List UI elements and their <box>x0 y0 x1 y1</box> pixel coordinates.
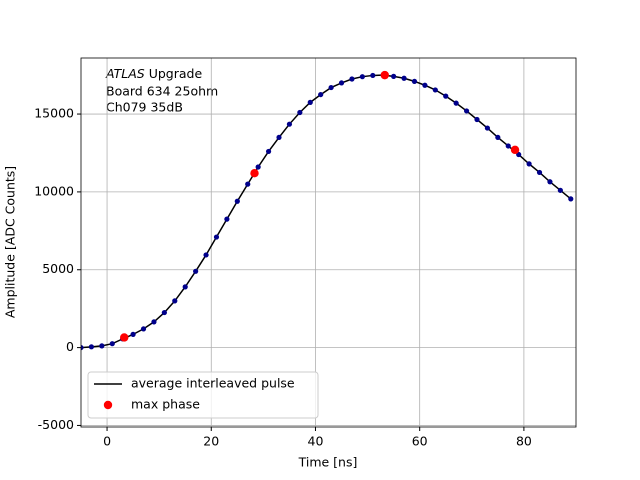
legend-label: average interleaved pulse <box>131 376 295 391</box>
x-axis-label: Time [ns] <box>298 455 358 470</box>
x-tick-label: 80 <box>516 434 532 449</box>
pulse-point <box>224 216 230 222</box>
annotation: ATLAS Upgrade <box>105 66 202 81</box>
annotation-italic: ATLAS <box>105 66 145 81</box>
pulse-point <box>88 344 95 350</box>
pulse-point <box>182 284 188 290</box>
pulse-point <box>286 121 293 127</box>
pulse-point <box>547 179 553 185</box>
pulse-point <box>193 268 199 274</box>
pulse-point <box>172 298 178 304</box>
pulse-point <box>109 341 115 347</box>
pulse-point <box>474 116 480 123</box>
y-tick-label: 15000 <box>34 106 74 121</box>
pulse-point <box>140 326 147 332</box>
y-tick-label: -5000 <box>38 417 74 432</box>
pulse-point <box>505 143 511 149</box>
x-tick-label: 60 <box>412 434 428 449</box>
annotation-line: Ch079 35dB <box>106 100 183 115</box>
pulse-point <box>411 78 418 84</box>
annotation-text: Upgrade <box>149 66 203 81</box>
pulse-point <box>432 87 438 93</box>
pulse-point <box>276 134 282 141</box>
legend-box <box>87 371 319 419</box>
pulse-point <box>297 109 303 116</box>
pulse-point <box>130 331 136 337</box>
pulse-point <box>203 252 209 258</box>
x-tick-label: 0 <box>103 434 111 449</box>
plot-area <box>81 70 574 351</box>
pulse-point <box>338 80 345 86</box>
pulse-point <box>536 169 543 176</box>
pulse-point <box>495 134 501 141</box>
pulse-point <box>349 76 355 82</box>
axes-frame <box>80 57 577 428</box>
pulse-point <box>370 72 376 79</box>
pulse-point <box>99 343 105 349</box>
y-tick-label: 0 <box>66 339 74 354</box>
max-phase-point <box>250 169 259 178</box>
pulse-point <box>81 344 84 351</box>
x-tick-label: 40 <box>308 434 324 449</box>
pulse-point <box>557 187 563 193</box>
pulse-point <box>161 309 167 316</box>
max-phase-point <box>120 333 129 342</box>
y-tick-label: 10000 <box>34 183 74 198</box>
pulse-point <box>213 234 220 240</box>
pulse-point <box>526 161 532 167</box>
pulse-point <box>484 125 491 131</box>
pulse-point <box>422 82 428 88</box>
legend-marker <box>103 400 113 410</box>
pulse-point <box>255 164 261 170</box>
pulse-point <box>328 84 334 91</box>
pulse-point <box>453 100 459 106</box>
pulse-point <box>151 319 157 325</box>
pulse-point <box>443 93 449 99</box>
pulse-point <box>401 75 407 81</box>
pulse-point <box>318 91 324 98</box>
max-phase-point <box>510 145 520 155</box>
y-axis-label: Amplitude [ADC Counts] <box>3 166 18 318</box>
max-phase-point <box>380 70 389 80</box>
pulse-point <box>568 196 574 202</box>
y-tick-label: 5000 <box>42 261 74 276</box>
pulse-point <box>265 148 272 155</box>
pulse-point <box>463 108 470 114</box>
pulse-point <box>359 74 365 80</box>
pulse-point <box>307 99 313 105</box>
pulse-point <box>391 73 397 79</box>
annotation-line: Board 634 25ohm <box>106 84 218 99</box>
legend-label: max phase <box>131 397 200 412</box>
pulse-point <box>245 181 251 187</box>
pulse-point <box>234 198 240 204</box>
x-tick-label: 20 <box>203 434 219 449</box>
